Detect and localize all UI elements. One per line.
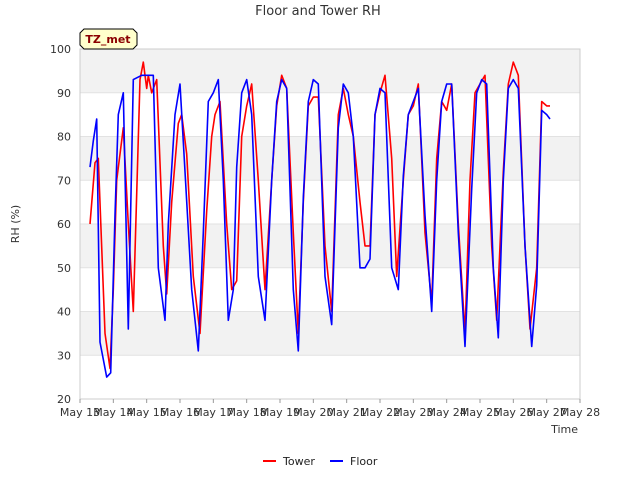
tz-met-badge: TZ_met bbox=[79, 28, 138, 50]
y-tick-label: 50 bbox=[57, 262, 71, 275]
x-axis-label: Time bbox=[550, 423, 578, 436]
series-line-floor bbox=[89, 74, 551, 378]
badge-label: TZ_met bbox=[85, 33, 130, 46]
legend-label-tower: Tower bbox=[282, 455, 315, 468]
x-tick-label: May 26 bbox=[493, 406, 533, 419]
x-tick-label: May 15 bbox=[127, 406, 167, 419]
y-tick-label: 40 bbox=[57, 306, 71, 319]
x-tick-label: May 16 bbox=[160, 406, 200, 419]
grid-band bbox=[80, 136, 580, 181]
x-tick-label: May 28 bbox=[560, 406, 600, 419]
legend: Tower Floor bbox=[263, 455, 378, 468]
x-tick-label: May 17 bbox=[193, 406, 233, 419]
x-tick-label: May 20 bbox=[293, 406, 333, 419]
x-tick-label: May 13 bbox=[60, 406, 100, 419]
x-tick-label: May 14 bbox=[93, 406, 133, 419]
x-tick-label: May 27 bbox=[527, 406, 567, 419]
y-tick-label: 60 bbox=[57, 218, 71, 231]
y-tick-label: 100 bbox=[50, 43, 71, 56]
plot-frame bbox=[79, 48, 581, 400]
chart-title: Floor and Tower RH bbox=[255, 4, 381, 19]
x-tick-label: May 22 bbox=[360, 406, 400, 419]
grid-band bbox=[80, 49, 580, 93]
x-tick-label: May 21 bbox=[327, 406, 367, 419]
y-tick-label: 80 bbox=[57, 131, 71, 144]
x-tick-label: May 24 bbox=[427, 406, 467, 419]
x-tick-label: May 19 bbox=[260, 406, 300, 419]
y-tick-label: 30 bbox=[57, 349, 71, 362]
grid-band bbox=[80, 224, 580, 268]
x-tick-label: May 23 bbox=[393, 406, 433, 419]
y-tick-label: 20 bbox=[57, 393, 71, 406]
badge-shape bbox=[79, 28, 138, 50]
y-tick-label: 70 bbox=[57, 174, 71, 187]
y-axis-ticks: 20 30 40 50 60 70 80 90 100 bbox=[50, 43, 71, 406]
y-tick-label: 90 bbox=[57, 87, 71, 100]
x-tick-label: May 18 bbox=[227, 406, 267, 419]
y-axis-label: RH (%) bbox=[9, 205, 22, 243]
series-layer bbox=[89, 61, 551, 378]
legend-label-floor: Floor bbox=[350, 455, 378, 468]
x-tick-label: May 25 bbox=[460, 406, 500, 419]
